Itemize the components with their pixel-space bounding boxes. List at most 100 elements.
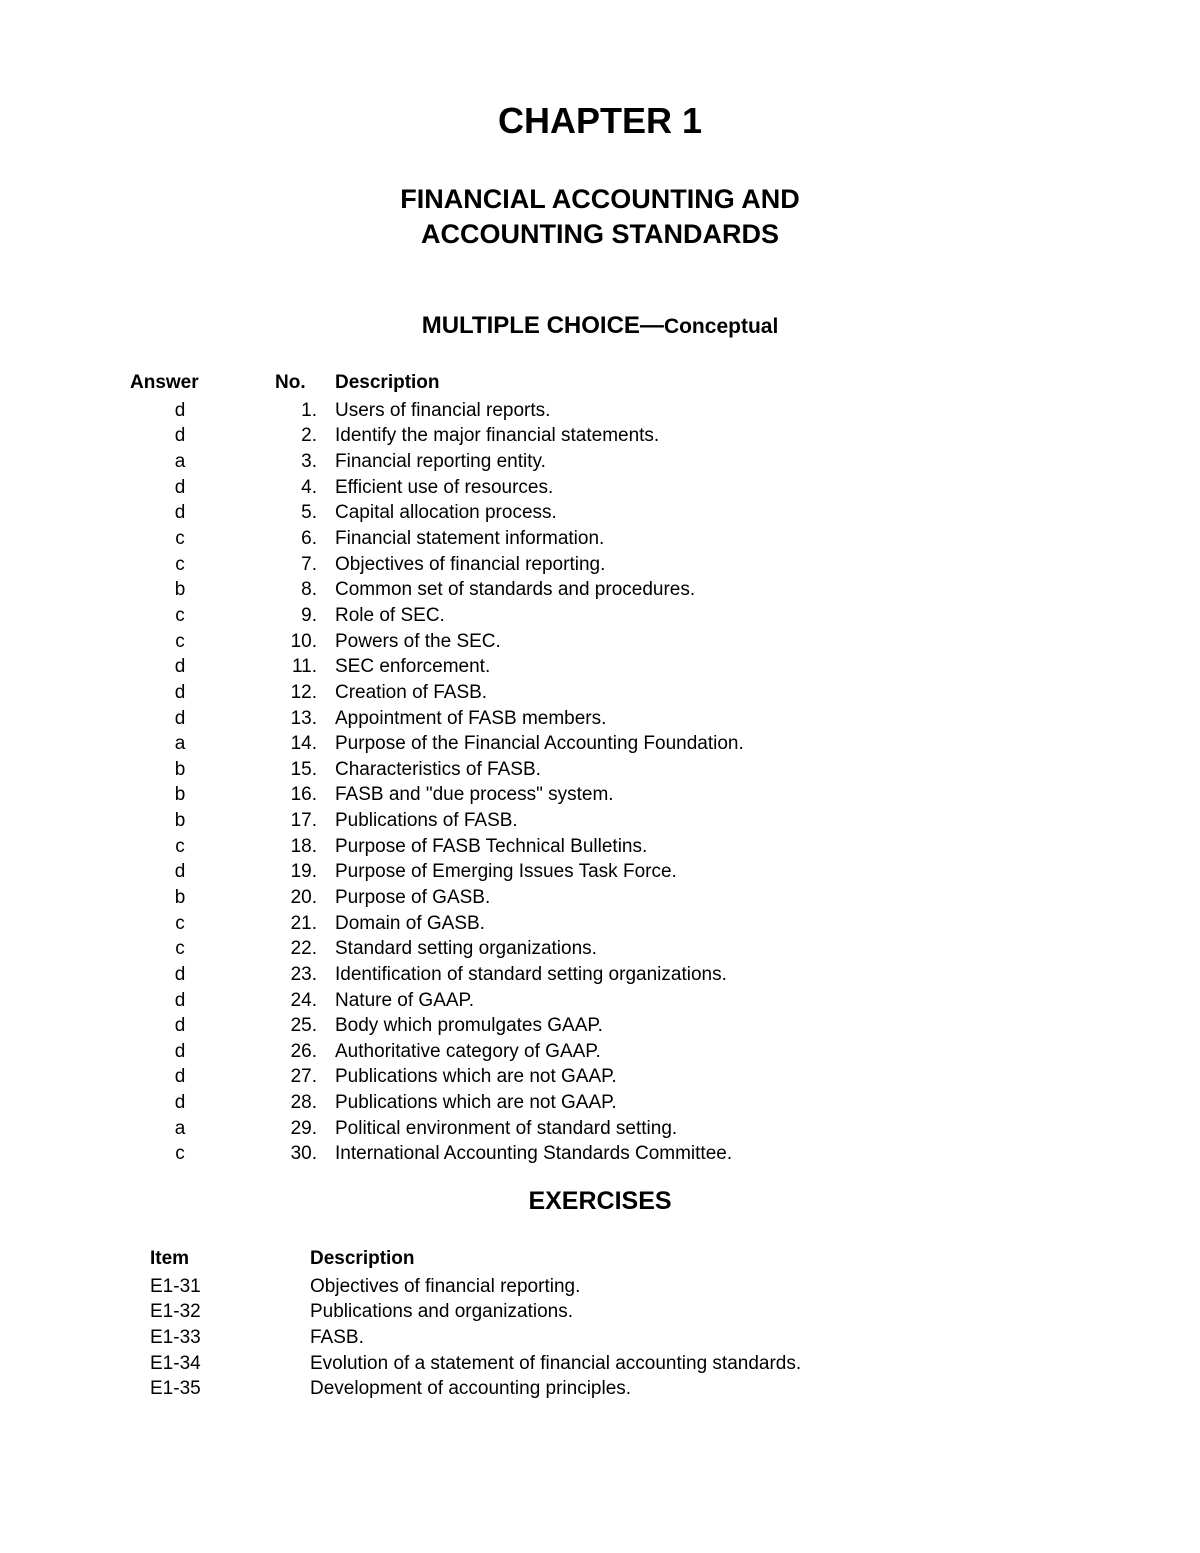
mc-no: 26. [275,1039,335,1065]
ex-item: E1-32 [150,1299,310,1325]
mc-no: 14. [275,731,335,757]
mc-desc: Domain of GASB. [335,911,1070,937]
mc-desc: Appointment of FASB members. [335,706,1070,732]
mc-row: b16.FASB and "due process" system. [130,782,1070,808]
ex-desc: Publications and organizations. [310,1299,1070,1325]
mc-row: c18.Purpose of FASB Technical Bulletins. [130,834,1070,860]
mc-header-answer: Answer [130,370,275,396]
mc-desc: Purpose of GASB. [335,885,1070,911]
mc-no: 5. [275,500,335,526]
ex-row: E1-31Objectives of financial reporting. [150,1274,1070,1300]
mc-answer: d [130,1090,230,1116]
mc-no: 2. [275,423,335,449]
mc-answer: c [130,552,230,578]
mc-row: c 22.Standard setting organizations. [130,936,1070,962]
mc-answer: b [130,885,230,911]
mc-no: 22. [275,936,335,962]
mc-row: d25.Body which promulgates GAAP. [130,1013,1070,1039]
ex-table-body: E1-31Objectives of financial reporting.E… [150,1274,1070,1402]
mc-answer: d [130,475,230,501]
mc-answer: b [130,577,230,603]
mc-answer: d [130,398,230,424]
mc-answer: a [130,731,230,757]
ex-desc: FASB. [310,1325,1070,1351]
mc-answer: d [130,962,230,988]
mc-answer: c [130,629,230,655]
mc-answer: d [130,1064,230,1090]
ex-table-header: Item Description [150,1246,1070,1272]
mc-table: Answer No. Description d1.Users of finan… [130,370,1070,1167]
chapter-subtitle-line2: ACCOUNTING STANDARDS [421,219,779,249]
mc-header-desc: Description [335,370,1070,396]
exercises-heading: EXERCISES [130,1187,1070,1216]
mc-no: 15. [275,757,335,783]
chapter-subtitle-line1: FINANCIAL ACCOUNTING AND [400,184,799,214]
mc-no: 7. [275,552,335,578]
mc-answer: c [130,936,230,962]
mc-desc: Publications of FASB. [335,808,1070,834]
ex-item: E1-33 [150,1325,310,1351]
mc-no: 16. [275,782,335,808]
mc-row: d11.SEC enforcement. [130,654,1070,680]
mc-row: d 27.Publications which are not GAAP. [130,1064,1070,1090]
mc-answer: c [130,911,230,937]
mc-row: d5.Capital allocation process. [130,500,1070,526]
mc-answer: c [130,1141,230,1167]
mc-answer: b [130,782,230,808]
mc-no: 13. [275,706,335,732]
mc-row: a3.Financial reporting entity. [130,449,1070,475]
ex-desc: Evolution of a statement of financial ac… [310,1351,1070,1377]
ex-row: E1-35Development of accounting principle… [150,1376,1070,1402]
mc-no: 12. [275,680,335,706]
mc-desc: Identify the major financial statements. [335,423,1070,449]
mc-answer: d [130,500,230,526]
mc-no: 3. [275,449,335,475]
mc-row: d28.Publications which are not GAAP. [130,1090,1070,1116]
mc-desc: Body which promulgates GAAP. [335,1013,1070,1039]
ex-row: E1-33FASB. [150,1325,1070,1351]
mc-no: 30. [275,1141,335,1167]
mc-no: 6. [275,526,335,552]
mc-desc: Characteristics of FASB. [335,757,1070,783]
mc-answer: c [130,526,230,552]
mc-answer: d [130,859,230,885]
mc-answer: c [130,834,230,860]
mc-no: 4. [275,475,335,501]
ex-header-item: Item [150,1246,310,1272]
ex-row: E1-34Evolution of a statement of financi… [150,1351,1070,1377]
chapter-subtitle: FINANCIAL ACCOUNTING AND ACCOUNTING STAN… [130,182,1070,252]
mc-no: 24. [275,988,335,1014]
mc-desc: SEC enforcement. [335,654,1070,680]
mc-desc: Publications which are not GAAP. [335,1064,1070,1090]
mc-desc: Political environment of standard settin… [335,1116,1070,1142]
mc-row: c10.Powers of the SEC. [130,629,1070,655]
mc-answer: c [130,603,230,629]
mc-answer: d [130,988,230,1014]
mc-no: 10. [275,629,335,655]
mc-row: d13.Appointment of FASB members. [130,706,1070,732]
mc-row: c21.Domain of GASB. [130,911,1070,937]
mc-heading-sub: Conceptual [664,315,778,338]
mc-row: b8.Common set of standards and procedure… [130,577,1070,603]
mc-desc: Identification of standard setting organ… [335,962,1070,988]
mc-desc: Nature of GAAP. [335,988,1070,1014]
mc-section-heading: MULTIPLE CHOICE—Conceptual [130,312,1070,340]
mc-desc: International Accounting Standards Commi… [335,1141,1070,1167]
mc-desc: Financial statement information. [335,526,1070,552]
mc-no: 28. [275,1090,335,1116]
ex-row: E1-32Publications and organizations. [150,1299,1070,1325]
mc-desc: Purpose of Emerging Issues Task Force. [335,859,1070,885]
mc-no: 20. [275,885,335,911]
mc-desc: Standard setting organizations. [335,936,1070,962]
mc-desc: Common set of standards and procedures. [335,577,1070,603]
mc-desc: Users of financial reports. [335,398,1070,424]
mc-row: c9.Role of SEC. [130,603,1070,629]
mc-no: 27. [275,1064,335,1090]
chapter-title: CHAPTER 1 [130,100,1070,142]
mc-answer: a [130,449,230,475]
mc-row: d2.Identify the major financial statemen… [130,423,1070,449]
ex-item: E1-34 [150,1351,310,1377]
mc-table-header: Answer No. Description [130,370,1070,396]
mc-answer: a [130,1116,230,1142]
mc-row: d4.Efficient use of resources. [130,475,1070,501]
